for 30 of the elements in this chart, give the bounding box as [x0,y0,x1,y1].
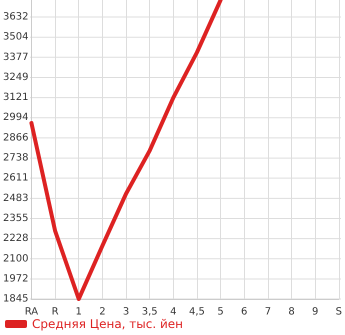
x-tick-label: RA [24,306,38,318]
y-tick-label: 1845 [2,294,28,304]
y-tick-label: 3249 [2,72,28,83]
y-tick-label: 2738 [2,152,28,164]
y-tick-label: 3504 [2,32,28,43]
x-tick-label: 8 [288,306,295,318]
y-tick-label: 2483 [2,192,28,204]
y-tick-label: 2355 [2,213,28,224]
x-tick-label: 4 [170,306,177,318]
x-tick-label: 9 [312,306,318,318]
x-tick-label: S [336,306,342,318]
x-tick-label: 3 [122,306,130,318]
x-tick-label: 6 [241,306,248,318]
y-tick-label: 2611 [2,172,28,184]
x-tick-label: 1 [76,306,82,318]
y-tick-label: 3632 [2,12,28,23]
y-tick-label: 2228 [2,233,28,244]
x-tick-label: 3,5 [142,306,158,318]
y-tick-label: 1972 [2,273,28,284]
x-tick-label: R [52,306,59,318]
y-tick-label: 2866 [2,132,28,144]
y-tick-label: 3121 [2,92,28,104]
y-tick-label: 3377 [2,52,28,63]
legend-label: Средняя Цена, тыс. йен [32,317,184,331]
y-tick-label: 2100 [2,253,28,264]
x-tick-label: 4,5 [189,306,205,318]
x-tick-label: 7 [264,306,272,318]
x-tick-label: 5 [217,306,224,318]
x-tick-label: 2 [99,306,106,318]
y-tick-label: 2994 [2,112,28,124]
